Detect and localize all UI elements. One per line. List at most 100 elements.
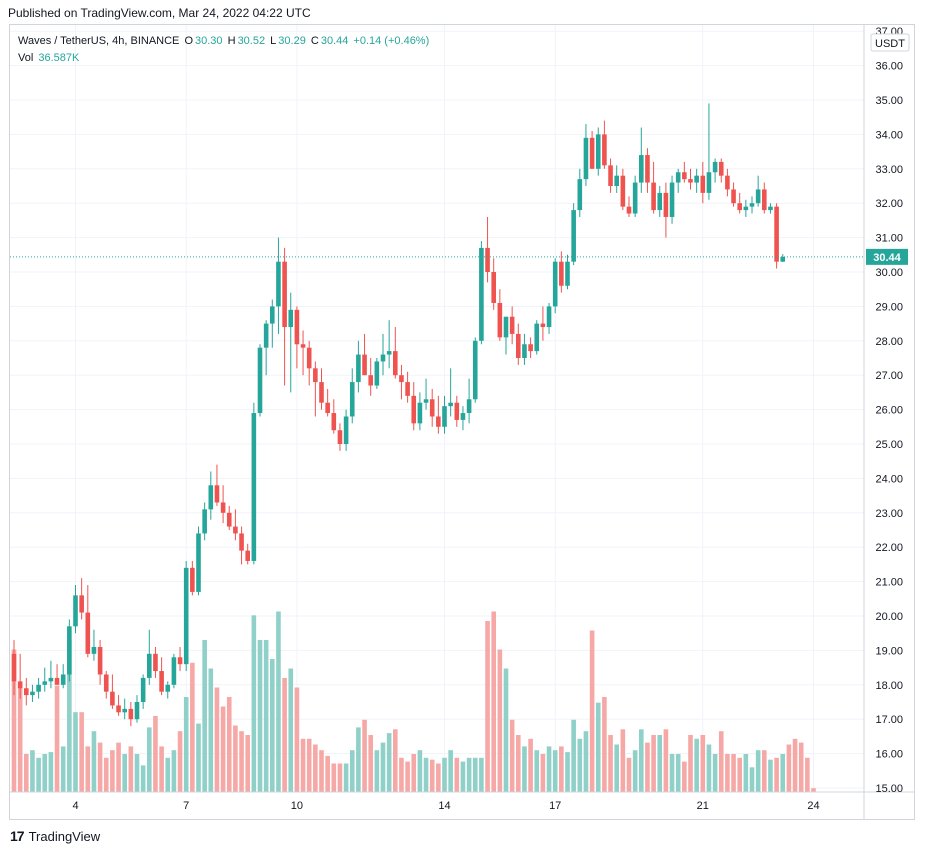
candle-body[interactable] xyxy=(417,402,423,424)
candle-body[interactable] xyxy=(368,375,373,386)
candle-body[interactable] xyxy=(97,646,103,675)
candle-body[interactable] xyxy=(251,413,257,561)
candle-body[interactable] xyxy=(731,189,736,204)
candle-body[interactable] xyxy=(288,309,294,328)
candle-body[interactable] xyxy=(386,351,392,355)
candle-body[interactable] xyxy=(190,567,195,592)
candle-body[interactable] xyxy=(103,674,109,692)
candle-body[interactable] xyxy=(202,509,207,534)
candle-body[interactable] xyxy=(214,485,220,503)
currency-label[interactable]: USDT xyxy=(875,38,905,50)
candle-body[interactable] xyxy=(762,189,767,211)
candle-body[interactable] xyxy=(325,402,330,414)
candle-body[interactable] xyxy=(565,261,570,286)
candle-body[interactable] xyxy=(165,684,171,692)
candle-body[interactable] xyxy=(24,688,29,696)
currency-button[interactable] xyxy=(870,33,910,52)
candle-body[interactable] xyxy=(669,182,675,217)
candle-body[interactable] xyxy=(700,175,706,193)
candle-body[interactable] xyxy=(620,175,626,207)
candle-body[interactable] xyxy=(522,344,527,358)
candle-body[interactable] xyxy=(743,206,749,211)
candle-body[interactable] xyxy=(540,323,546,328)
candle-body[interactable] xyxy=(411,395,417,424)
candle-body[interactable] xyxy=(460,413,466,420)
candle-body[interactable] xyxy=(725,175,730,190)
candle-body[interactable] xyxy=(263,323,269,348)
candle-body[interactable] xyxy=(159,671,164,692)
candle-body[interactable] xyxy=(509,316,515,334)
candle-body[interactable] xyxy=(429,399,435,417)
candle-body[interactable] xyxy=(694,175,699,183)
candle-body[interactable] xyxy=(780,256,786,262)
candle-body[interactable] xyxy=(595,134,601,169)
candle-body[interactable] xyxy=(337,430,343,444)
tradingview-logo[interactable]: 17 TradingView xyxy=(10,828,100,844)
candle-body[interactable] xyxy=(405,382,410,396)
candle-body[interactable] xyxy=(67,626,72,675)
candle-body[interactable] xyxy=(454,402,460,420)
candle-body[interactable] xyxy=(448,402,453,407)
candle-body[interactable] xyxy=(436,416,441,427)
candle-body[interactable] xyxy=(11,653,17,682)
candle-body[interactable] xyxy=(466,399,472,414)
candle-body[interactable] xyxy=(48,677,54,682)
candle-body[interactable] xyxy=(116,705,121,713)
candle-body[interactable] xyxy=(294,309,300,345)
candle-body[interactable] xyxy=(374,361,380,386)
candle-body[interactable] xyxy=(17,681,23,689)
candle-body[interactable] xyxy=(79,595,84,613)
candle-body[interactable] xyxy=(128,708,134,720)
candle-body[interactable] xyxy=(663,192,669,217)
candle-body[interactable] xyxy=(755,189,761,204)
candle-body[interactable] xyxy=(183,567,189,665)
candle-body[interactable] xyxy=(276,261,281,307)
candle-body[interactable] xyxy=(331,413,337,431)
candle-body[interactable] xyxy=(632,182,638,214)
candle-body[interactable] xyxy=(534,323,540,352)
candle-body[interactable] xyxy=(282,261,287,328)
candle-body[interactable] xyxy=(552,261,558,307)
candle-body[interactable] xyxy=(393,351,398,376)
candle-body[interactable] xyxy=(245,550,250,561)
candle-body[interactable] xyxy=(706,172,712,193)
candle-body[interactable] xyxy=(226,512,232,527)
candle-body[interactable] xyxy=(423,399,429,403)
candle-body[interactable] xyxy=(639,155,644,183)
candle-body[interactable] xyxy=(36,684,41,692)
candle-body[interactable] xyxy=(380,354,386,362)
candle-body[interactable] xyxy=(306,347,312,369)
candle-body[interactable] xyxy=(349,382,355,417)
candle-body[interactable] xyxy=(516,333,521,358)
candle-body[interactable] xyxy=(171,657,177,685)
candle-body[interactable] xyxy=(712,161,718,173)
candle-body[interactable] xyxy=(546,306,552,328)
candle-body[interactable] xyxy=(657,192,663,211)
candle-body[interactable] xyxy=(319,382,324,403)
candle-body[interactable] xyxy=(233,526,238,534)
candle-body[interactable] xyxy=(577,179,583,211)
candle-body[interactable] xyxy=(774,206,779,262)
legend-symbol[interactable]: Waves / TetherUS, 4h, BINANCE xyxy=(18,35,180,47)
candle-body[interactable] xyxy=(257,347,263,414)
candle-body[interactable] xyxy=(73,595,78,627)
candle-body[interactable] xyxy=(54,677,60,685)
candle-body[interactable] xyxy=(343,416,349,444)
candle-body[interactable] xyxy=(651,182,656,211)
chart-frame[interactable] xyxy=(9,24,915,820)
candle-body[interactable] xyxy=(208,485,214,510)
candle-body[interactable] xyxy=(479,247,484,341)
candle-body[interactable] xyxy=(602,134,607,166)
candle-body[interactable] xyxy=(497,302,503,338)
candle-body[interactable] xyxy=(147,653,152,678)
candle-body[interactable] xyxy=(718,161,724,176)
candle-body[interactable] xyxy=(503,316,509,338)
candle-body[interactable] xyxy=(614,175,619,186)
candle-body[interactable] xyxy=(608,165,613,186)
candle-body[interactable] xyxy=(85,612,91,654)
candle-body[interactable] xyxy=(42,681,48,685)
candle-body[interactable] xyxy=(196,533,201,592)
candle-body[interactable] xyxy=(362,354,367,376)
candle-body[interactable] xyxy=(682,172,687,180)
candle-body[interactable] xyxy=(60,674,66,685)
